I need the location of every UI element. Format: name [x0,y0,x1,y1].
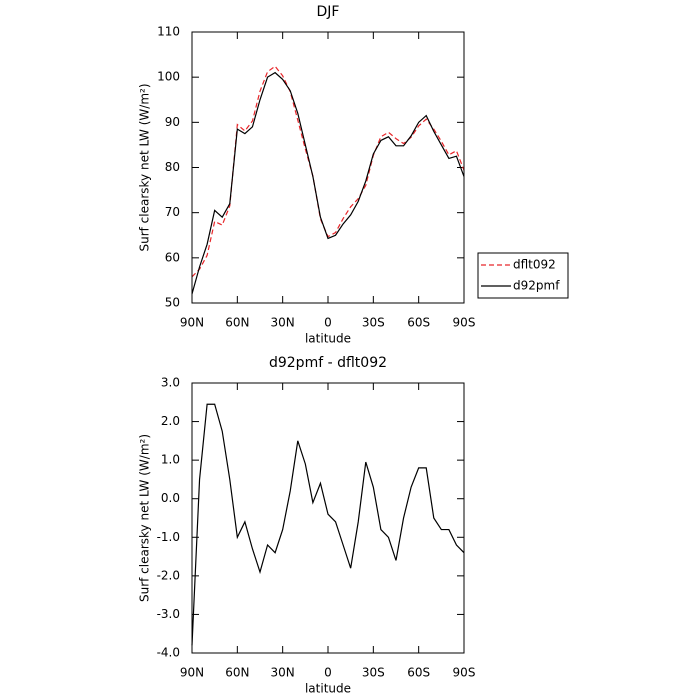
y-tick-label: 110 [157,25,180,39]
x-tick-label: 60N [225,316,249,330]
legend-label: dflt092 [513,258,556,272]
y-tick-label: 0.0 [161,491,180,505]
x-axis-label: latitude [305,332,351,346]
y-tick-label: 60 [165,250,180,264]
y-tick-label: -2.0 [157,568,180,582]
legend-box [477,252,569,299]
x-tick-label: 30S [362,666,385,680]
y-tick-label: -4.0 [157,646,180,660]
x-tick-label: 90S [453,666,476,680]
y-tick-label: 1.0 [161,453,180,467]
data-line [191,71,465,295]
data-line [191,403,465,646]
x-tick-label: 0 [324,316,332,330]
chart-title: d92pmf - dflt092 [269,355,387,371]
plot-frame [191,382,465,654]
y-tick-label: 50 [165,296,180,310]
plot-frame [191,31,465,304]
x-tick-label: 90N [180,316,204,330]
y-axis-label: Surf clearsky net LW (W/m²) [138,83,152,251]
x-tick-label: 60S [407,666,430,680]
data-line [191,65,465,278]
x-tick-label: 90S [453,316,476,330]
x-tick-label: 30N [271,316,295,330]
y-axis-label: Surf clearsky net LW (W/m²) [138,434,152,602]
y-tick-label: -3.0 [157,607,180,621]
y-tick-label: 2.0 [161,414,180,428]
x-tick-label: 60N [225,666,249,680]
x-tick-label: 30S [362,316,385,330]
y-tick-label: 90 [165,115,180,129]
legend-label: d92pmf [513,279,560,293]
chart-title: DJF [317,4,340,20]
x-tick-label: 0 [324,666,332,680]
x-tick-label: 90N [180,666,204,680]
y-tick-label: 80 [165,160,180,174]
y-tick-label: 100 [157,70,180,84]
x-axis-label: latitude [305,682,351,696]
y-tick-label: 3.0 [161,376,180,390]
x-tick-label: 60S [407,316,430,330]
x-tick-label: 30N [271,666,295,680]
y-tick-label: -1.0 [157,530,180,544]
y-tick-label: 70 [165,205,180,219]
